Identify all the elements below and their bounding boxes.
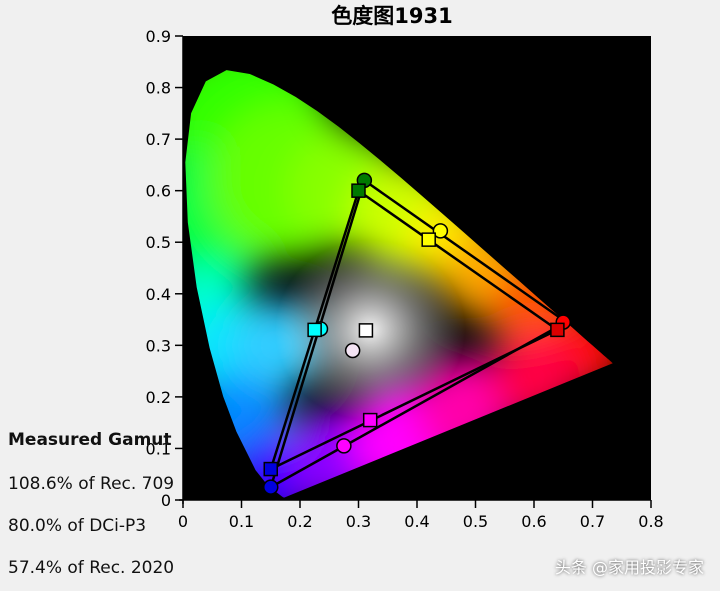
y-tick-label: 0.6 — [146, 182, 171, 201]
markers — [263, 172, 571, 495]
y-tick-label: 0.8 — [146, 79, 171, 98]
watermark: 头条 @家用投影专家 — [554, 558, 704, 577]
target-red-marker — [550, 322, 565, 338]
y-tick-label: 0.4 — [146, 285, 171, 304]
x-tick-label: 0.1 — [229, 512, 254, 531]
x-tick-label: 0.3 — [346, 512, 371, 531]
chart-title: 色度图1931 — [331, 4, 452, 28]
measured-white-marker — [344, 342, 361, 359]
y-tick-label: 0.7 — [146, 130, 171, 149]
gamut-summary-title: Measured Gamut — [8, 430, 172, 450]
measured-blue-marker — [263, 479, 279, 495]
target-yellow-marker — [421, 232, 436, 247]
gamut-dcip3: 80.0% of DCi-P3 — [8, 516, 147, 536]
y-tick-label: 0.5 — [146, 233, 171, 252]
x-tick-label: 0 — [178, 512, 188, 531]
x-tick-label: 0.6 — [521, 512, 546, 531]
y-tick-label: 0 — [161, 491, 171, 510]
x-tick-label: 0.7 — [580, 512, 605, 531]
measured-magenta-marker — [336, 438, 352, 454]
gamut-rec2020: 57.4% of Rec. 2020 — [8, 558, 175, 578]
target-cyan-marker — [307, 322, 322, 338]
axes: 0 0.1 0.2 0.3 0.4 0.5 0.6 0.7 0.8 0.9 0 0.1 0.2 0.3 0.… — [146, 27, 664, 531]
x-tick-label: 0.4 — [404, 512, 429, 531]
gamut-rec709: 108.6% of Rec. 709 — [8, 474, 175, 494]
x-tick-label: 0.5 — [463, 512, 488, 531]
y-tick-label: 0.3 — [146, 336, 171, 355]
target-blue-marker — [263, 461, 278, 477]
target-green-marker — [351, 183, 366, 198]
y-tick-label: 0.9 — [146, 27, 171, 46]
measured-yellow-marker — [432, 223, 449, 239]
x-tick-label: 0.2 — [287, 512, 312, 531]
target-white-marker — [358, 323, 374, 338]
x-tick-label: 0.8 — [638, 512, 663, 531]
target-magenta-marker — [362, 412, 378, 428]
y-tick-label: 0.1 — [146, 439, 171, 458]
y-tick-label: 0.2 — [146, 388, 171, 407]
